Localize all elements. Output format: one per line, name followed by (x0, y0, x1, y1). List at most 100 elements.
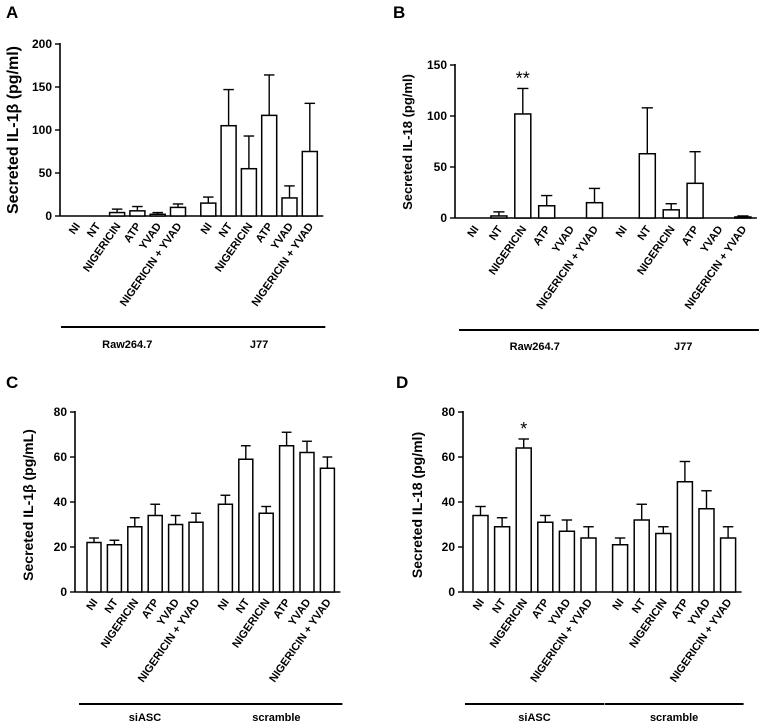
y-tick-label: 80 (442, 405, 456, 419)
bar (514, 113, 532, 219)
y-tick-label: 20 (442, 540, 456, 554)
bar (734, 216, 752, 219)
category-label: NT (103, 597, 121, 616)
category-label: NI (84, 597, 100, 613)
bar (537, 521, 554, 593)
category-label: NT (490, 597, 508, 616)
y-tick-label: 100 (427, 109, 447, 123)
bar (558, 530, 576, 593)
group-label: Raw264.7 (510, 341, 560, 353)
y-tick-label: 0 (440, 211, 447, 225)
y-tick-label: 20 (54, 540, 68, 554)
bar (515, 447, 532, 593)
significance-marker: * (520, 419, 527, 439)
category-label: ATP (531, 224, 553, 248)
bar (260, 114, 278, 217)
bar (633, 519, 650, 593)
y-tick-label: 60 (54, 450, 68, 464)
bar (169, 206, 187, 217)
bar (220, 124, 237, 217)
bar (167, 523, 184, 593)
bar (129, 210, 146, 217)
y-axis-label: Secreted IL-18 (pg/ml) (400, 74, 415, 210)
bar (149, 213, 166, 217)
y-axis-label: Secreted IL-1β (pg/ml) (5, 46, 22, 214)
bar (490, 215, 508, 219)
bar (127, 526, 143, 593)
bar (662, 209, 680, 219)
category-label: NI (614, 224, 630, 240)
bar (258, 512, 274, 593)
bar (301, 150, 319, 217)
group-label: J77 (250, 339, 268, 351)
panel-letter: A (6, 3, 18, 22)
bar (217, 503, 234, 593)
bar (638, 152, 657, 219)
y-tick-label: 80 (54, 405, 68, 419)
bar (188, 521, 204, 593)
y-tick-label: 200 (32, 37, 52, 51)
category-label: ATP (680, 224, 702, 248)
bar (493, 526, 511, 593)
bar (240, 167, 258, 217)
y-tick-label: 0 (60, 585, 67, 599)
category-label: NT (487, 224, 505, 243)
bar (86, 541, 102, 593)
bar (319, 467, 336, 593)
bar (200, 202, 217, 217)
category-label: NT (234, 597, 252, 616)
category-label: NT (636, 224, 654, 243)
bar (676, 481, 694, 593)
category-label: NI (610, 597, 626, 613)
y-tick-label: 40 (54, 495, 68, 509)
group-label: siASC (518, 712, 550, 724)
category-label: NI (199, 221, 215, 237)
y-tick-label: 40 (442, 495, 456, 509)
bar (238, 458, 254, 593)
bar (698, 508, 715, 593)
category-label: NT (85, 221, 103, 240)
y-tick-label: 50 (39, 166, 53, 180)
panel-letter: D (396, 373, 408, 392)
y-tick-label: 150 (427, 58, 447, 72)
group-label: scramble (252, 712, 300, 724)
bar (147, 514, 163, 593)
bar (686, 182, 704, 219)
panel-letter: B (393, 3, 405, 22)
y-tick-label: 50 (434, 160, 448, 174)
bar (719, 537, 737, 593)
bar (278, 445, 295, 593)
bar (472, 514, 489, 593)
category-label: NT (217, 221, 235, 240)
category-label: NI (465, 224, 481, 240)
bar (585, 201, 604, 219)
bar (108, 211, 126, 217)
y-tick-label: 0 (45, 209, 52, 223)
bar (537, 205, 556, 219)
significance-marker: ** (516, 68, 530, 88)
category-label: NI (216, 597, 232, 613)
category-label: NI (471, 597, 487, 613)
group-label: Raw264.7 (102, 339, 152, 351)
y-axis-label: Secreted IL-1β (pg/mL) (20, 429, 36, 581)
y-tick-label: 60 (442, 450, 456, 464)
y-tick-label: 0 (448, 585, 455, 599)
group-label: siASC (129, 712, 161, 724)
panel-letter: C (6, 373, 18, 392)
bar (281, 197, 298, 217)
category-label: NI (67, 221, 83, 237)
y-axis-label: Secreted IL-18 (pg/ml) (409, 432, 425, 578)
y-tick-label: 100 (32, 123, 52, 137)
bar (580, 537, 597, 593)
bar (655, 532, 672, 593)
group-label: J77 (674, 341, 692, 353)
bar (299, 451, 315, 593)
group-label: scramble (650, 712, 698, 724)
y-tick-label: 150 (32, 80, 52, 94)
category-label: NT (630, 597, 648, 616)
